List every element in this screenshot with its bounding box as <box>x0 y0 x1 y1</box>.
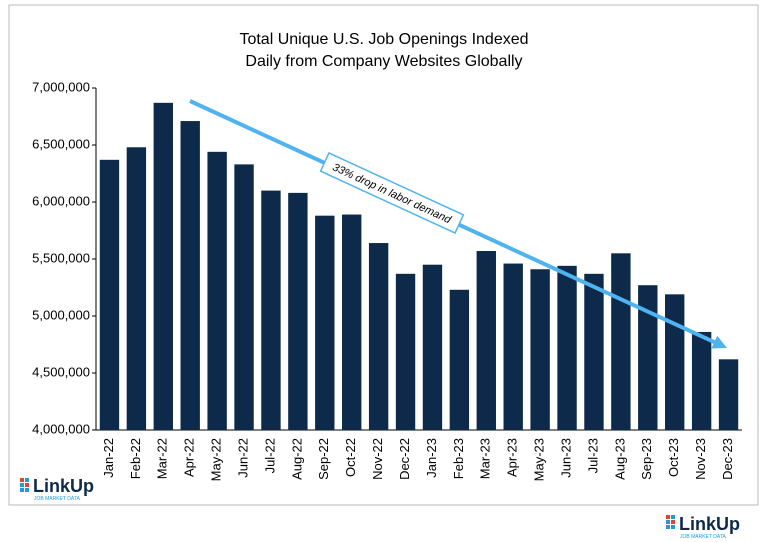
bar <box>234 164 254 430</box>
x-tick-label: Nov-23 <box>693 438 708 480</box>
x-tick-label: Sep-22 <box>316 438 331 480</box>
logo-tagline: JOB MARKET DATA <box>34 496 81 502</box>
logo: LinkUp JOB MARKET DATA <box>666 514 740 540</box>
x-tick-label: Sep-23 <box>639 438 654 480</box>
x-tick-label: Jun-22 <box>235 438 250 478</box>
y-tick-label: 7,000,000 <box>32 79 90 94</box>
chart-frame <box>8 4 759 506</box>
x-tick-label: May-23 <box>532 438 547 481</box>
bar <box>99 159 120 430</box>
chart-subtitle: Daily from Company Websites Globally <box>245 53 522 70</box>
bar <box>691 331 712 430</box>
logo-name: LinkUp <box>33 476 94 496</box>
logo-tagline: JOB MARKET DATA <box>680 534 727 540</box>
bar <box>288 192 308 430</box>
bar <box>638 285 658 430</box>
bar <box>126 147 147 430</box>
bar <box>718 359 739 430</box>
bar <box>261 190 281 430</box>
x-tick-label: Aug-23 <box>612 438 627 480</box>
x-tick-label: Oct-23 <box>666 438 681 477</box>
y-tick-label: 6,500,000 <box>32 136 90 151</box>
y-tick-label: 5,000,000 <box>32 307 90 322</box>
bar <box>503 263 523 430</box>
x-tick-label: Jul-22 <box>262 438 277 473</box>
bar <box>476 251 496 430</box>
annotation-box <box>319 151 465 235</box>
x-tick-label: Mar-22 <box>155 438 170 479</box>
x-tick-label: Jan-22 <box>101 438 116 478</box>
bar <box>557 265 577 430</box>
logo: LinkUp JOB MARKET DATA <box>20 476 94 502</box>
bar <box>665 294 685 430</box>
y-tick-label: 4,000,000 <box>32 421 90 436</box>
bar <box>611 253 631 430</box>
x-tick-label: Feb-22 <box>128 438 143 479</box>
bar <box>449 289 470 430</box>
y-tick-label: 4,500,000 <box>32 364 90 379</box>
x-tick-label: Oct-22 <box>343 438 358 477</box>
x-tick-label: Apr-23 <box>505 438 520 477</box>
bar <box>368 243 389 430</box>
x-tick-label: Feb-23 <box>451 438 466 479</box>
arrow-head <box>711 335 727 349</box>
annotation: 33% drop in labor demand <box>319 151 465 235</box>
x-tick-label: Jan-23 <box>424 438 439 478</box>
logo-name: LinkUp <box>679 514 740 534</box>
x-tick-label: Aug-22 <box>289 438 304 480</box>
bar <box>395 273 416 430</box>
x-tick-label: Nov-22 <box>370 438 385 480</box>
x-tick-label: May-22 <box>209 438 224 481</box>
x-tick-label: Apr-22 <box>182 438 197 477</box>
x-tick-label: Mar-23 <box>478 438 493 479</box>
bar <box>530 269 550 430</box>
bar <box>422 264 443 430</box>
bar <box>584 273 604 430</box>
y-tick-label: 5,500,000 <box>32 250 90 265</box>
bar <box>342 214 362 430</box>
x-tick-label: Dec-23 <box>720 438 735 480</box>
bar <box>180 121 200 430</box>
x-tick-label: Jul-23 <box>585 438 600 473</box>
y-tick-label: 6,000,000 <box>32 193 90 208</box>
x-tick-label: Dec-22 <box>397 438 412 480</box>
bar <box>315 215 335 430</box>
bar <box>207 151 227 430</box>
chart-title: Total Unique U.S. Job Openings Indexed <box>239 31 528 48</box>
x-tick-label: Jun-23 <box>558 438 573 478</box>
bar <box>153 102 173 430</box>
